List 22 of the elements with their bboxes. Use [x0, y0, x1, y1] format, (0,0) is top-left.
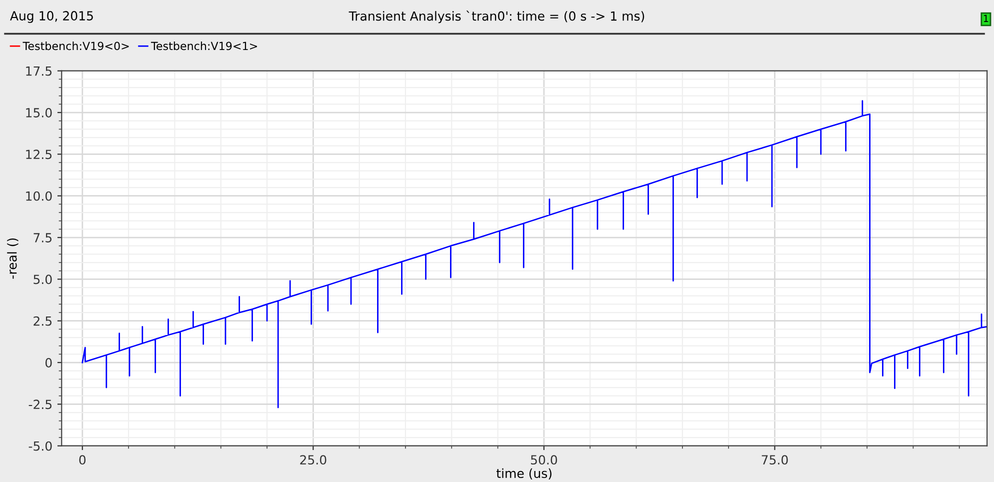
x-tick-label: 50.0 — [531, 455, 558, 465]
y-tick-label: 7.5 — [34, 233, 52, 242]
x-tick-label: 25.0 — [300, 455, 326, 465]
line-series — [82, 100, 988, 408]
x-tick-label: 0 — [79, 455, 86, 465]
y-tick-label: 12.5 — [26, 150, 52, 160]
y-tick-label: -2.5 — [28, 400, 52, 410]
text: Aug 10, 2015 — [10, 11, 93, 23]
y-tick-label: 10.0 — [26, 191, 52, 201]
text: 1 — [984, 14, 988, 22]
x-axis-title: time (us) — [496, 468, 552, 480]
y-tick-label: 5.0 — [34, 274, 52, 284]
y-tick-label: 17.5 — [26, 66, 52, 76]
y-tick-label: -5.0 — [28, 441, 52, 451]
x-tick-label: 75.0 — [762, 455, 788, 465]
legend-label: Testbench:V19<0> — [22, 42, 129, 50]
y-tick-label: 0 — [45, 358, 52, 368]
y-axis-title: -real () — [7, 238, 18, 279]
y-tick-label: 15.0 — [26, 108, 52, 118]
chart-title: Transient Analysis `tran0': time = (0 s -> 1 ms) — [348, 10, 644, 24]
y-tick-label: 2.5 — [34, 316, 52, 326]
legend-label: Testbench:V19<1> — [150, 42, 257, 50]
